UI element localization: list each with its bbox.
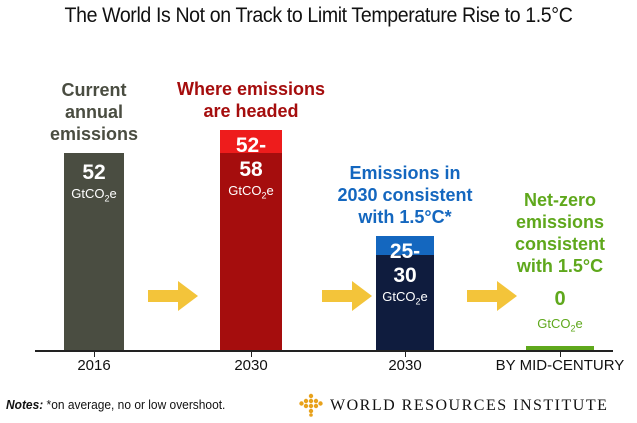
bar-description-line: are headed: [203, 101, 299, 121]
arrow-right-icon: [148, 281, 198, 311]
bar-description: Current annual emissions: [19, 79, 169, 145]
bar-description-line: Emissions in: [349, 163, 461, 184]
arrow-right-icon: [322, 281, 372, 311]
bar-unit-label: GtCO2e: [537, 316, 583, 334]
x-tick: [560, 351, 561, 357]
x-tick: [405, 351, 406, 357]
bar-description-line: 2030 consistent: [337, 185, 473, 206]
bar-unit-label: GtCO2e: [228, 183, 274, 201]
bar-unit-label: GtCO2e: [71, 185, 117, 204]
bar-description-line: emissions: [49, 123, 139, 144]
bar-description-line: consistent: [514, 234, 606, 254]
chart-title: The World Is Not on Track to Limit Tempe…: [64, 4, 573, 27]
bar-value-label: 52: [82, 160, 106, 184]
bar-value-label: 25-: [389, 240, 421, 264]
bar-description-line: Current: [61, 79, 127, 100]
bar: 52- 58 GtCO2e: [220, 130, 282, 350]
bar: 25- 30 GtCO2e: [376, 236, 434, 350]
source-organization: WORLD RESOURCES INSTITUTE: [330, 397, 609, 414]
bar: [526, 346, 594, 350]
x-tick-label: 2030: [388, 357, 422, 374]
bar-description-line: with 1.5°C: [516, 256, 604, 276]
bar-value-label: 58: [239, 158, 263, 181]
bar-value-label: 0: [554, 288, 566, 310]
bar-description-line: annual: [64, 101, 123, 122]
bar-description: Emissions in 2030 consistent with 1.5°C*: [330, 162, 480, 228]
bar-segment-low: [376, 255, 434, 350]
bar-unit-label: GtCO2e: [382, 289, 428, 307]
bar-segment-low: [64, 152, 124, 350]
bar-description-line: Where emissions: [176, 79, 326, 99]
bar-segment-low: [220, 152, 282, 350]
bar-description-line: emissions: [515, 212, 605, 232]
bar-value-label: 30: [393, 264, 417, 288]
notes-label: Notes:: [6, 397, 44, 412]
bar-description-line: with 1.5°C*: [358, 207, 452, 228]
bar-segment-range: [376, 236, 434, 256]
x-tick-label: 2030: [234, 357, 268, 374]
notes-text: *on average, no or low overshoot.: [43, 397, 226, 412]
x-tick: [251, 351, 252, 357]
bar-segment-range: [220, 130, 282, 153]
x-tick-label: BY MID-CENTURY: [495, 357, 625, 374]
arrow-right-icon: [467, 281, 517, 311]
bar-value-label: 52-: [235, 134, 267, 157]
x-tick: [94, 351, 95, 357]
bar: 52 GtCO2e: [64, 152, 124, 350]
x-axis-line: [35, 350, 613, 352]
bar-description-line: Net-zero: [523, 190, 596, 210]
chart-notes: Notes: *on average, no or low overshoot.: [6, 397, 225, 412]
bar-description: Where emissions are headed: [156, 78, 346, 122]
wri-logo-icon: [299, 393, 323, 417]
x-tick-label: 2016: [77, 357, 111, 374]
bar-description: Net-zero emissions consistent with 1.5°C: [485, 189, 635, 277]
